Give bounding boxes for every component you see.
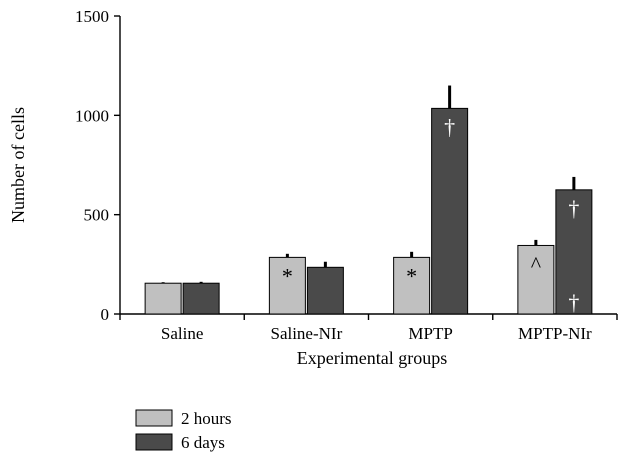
significance-marker: † — [568, 196, 579, 221]
y-tick-label: 1500 — [75, 7, 109, 26]
y-tick-label: 0 — [101, 305, 110, 324]
category-label: MPTP-NIr — [518, 324, 592, 343]
bar — [144, 282, 182, 315]
legend-label: 2 hours — [181, 409, 232, 428]
bar — [306, 266, 344, 315]
significance-marker: * — [406, 263, 417, 288]
bar — [555, 189, 593, 315]
legend-label: 6 days — [181, 433, 225, 452]
significance-marker: * — [282, 263, 293, 288]
bar — [517, 244, 555, 315]
category-label: MPTP — [408, 324, 452, 343]
x-axis: Saline Saline-NIr MPTP MPTP-NIr Experimenta… — [119, 313, 618, 368]
bar — [182, 282, 220, 315]
legend: 2 hours 6 days — [135, 409, 232, 452]
bars-group: * * ^ † † † — [144, 85, 593, 315]
category-label: Saline-NIr — [270, 324, 342, 343]
category-label: Saline — [161, 324, 204, 343]
legend-swatch — [135, 409, 173, 427]
bar — [268, 256, 306, 315]
y-axis: 0 500 1000 1500 Number of cells — [8, 7, 121, 324]
bar — [431, 107, 469, 315]
legend-swatch — [135, 433, 173, 451]
significance-marker: † — [444, 114, 455, 139]
significance-marker: ^ — [531, 251, 542, 276]
bar — [393, 256, 431, 315]
x-axis-title: Experimental groups — [297, 348, 447, 368]
y-tick-label: 1000 — [75, 106, 109, 125]
y-axis-title: Number of cells — [8, 107, 28, 223]
y-tick-label: 500 — [84, 206, 110, 225]
significance-marker: † — [568, 290, 579, 315]
